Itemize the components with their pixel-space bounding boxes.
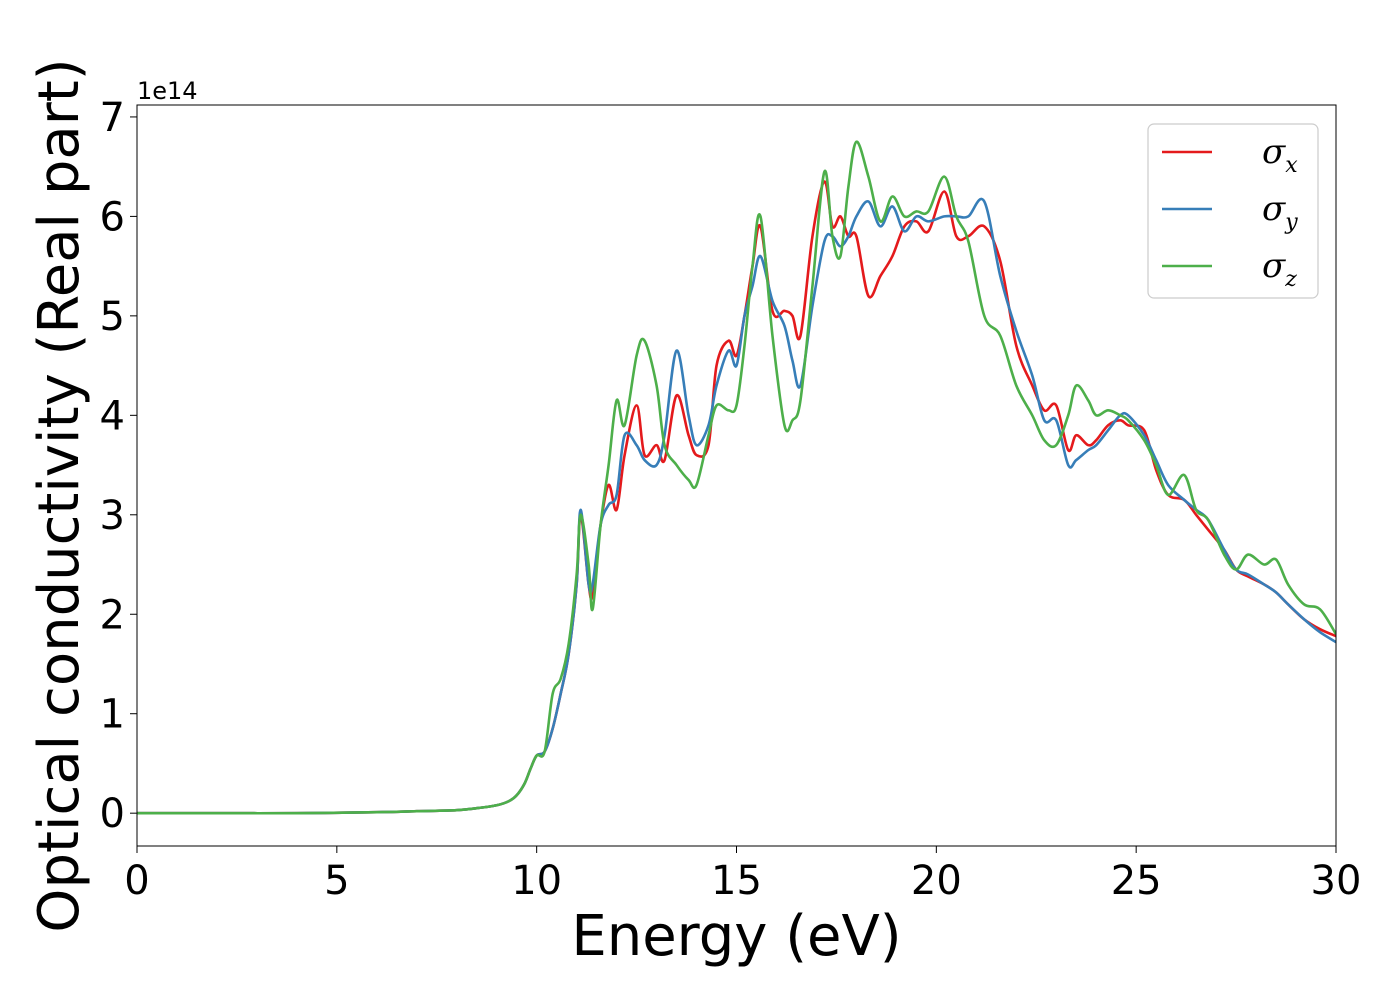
series-line-z	[137, 140, 1336, 815]
y-axis: 0 1 2 3 4 5 6 7	[100, 95, 137, 837]
y-tick-label: 2	[100, 592, 125, 638]
y-axis-label: Optical conductivity (Real part)	[27, 58, 92, 932]
legend-label-z: σz	[1262, 246, 1297, 292]
x-axis-label: Energy (eV)	[571, 904, 901, 969]
x-tick-label: 10	[511, 858, 562, 904]
legend-label-y: σy	[1262, 189, 1298, 235]
y-tick-label: 3	[100, 493, 125, 539]
y-tick-label: 6	[100, 194, 125, 240]
x-tick-label: 20	[911, 858, 962, 904]
legend-label-x: σx	[1262, 132, 1298, 178]
y-tick-label: 5	[100, 294, 125, 340]
legend: σx σy σz	[1147, 123, 1319, 299]
x-tick-label: 30	[1311, 858, 1362, 904]
series-layer	[137, 140, 1336, 815]
legend-box	[1147, 123, 1319, 299]
y-tick-label: 0	[100, 791, 125, 837]
y-tick-label: 1	[100, 692, 125, 738]
x-tick-label: 0	[124, 858, 149, 904]
y-tick-label: 7	[100, 95, 125, 141]
x-tick-label: 25	[1111, 858, 1162, 904]
x-tick-label: 5	[324, 858, 349, 904]
x-axis: 0 5 10 15 20 25 30	[124, 846, 1361, 904]
x-tick-label: 15	[711, 858, 762, 904]
y-axis-offset-label: 1e14	[137, 77, 198, 105]
y-tick-label: 4	[100, 393, 125, 439]
